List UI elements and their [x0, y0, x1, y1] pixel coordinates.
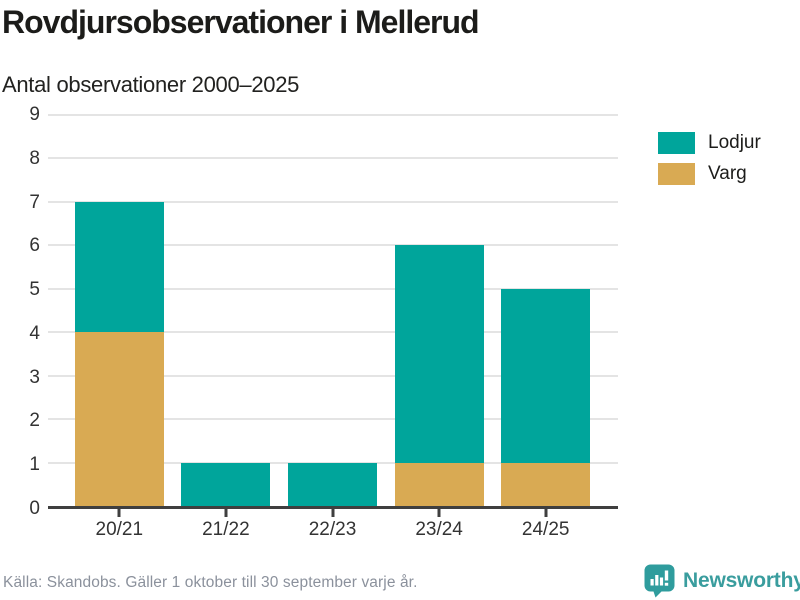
- y-tick-label: 1: [29, 454, 40, 476]
- y-tick-label: 0: [29, 498, 40, 519]
- gridline: [48, 200, 618, 203]
- page-title: Rovdjursobservationer i Mellerud: [2, 4, 480, 40]
- legend-swatch-lodjur: [658, 132, 695, 154]
- legend-item-varg: Varg: [658, 163, 761, 185]
- y-tick-label: 2: [29, 410, 40, 432]
- newsworthy-logo: Newsworthy: [644, 564, 800, 598]
- legend-item-lodjur: Lodjur: [658, 132, 761, 154]
- newsworthy-wordmark: Newsworthy: [683, 569, 800, 592]
- bar-segment-lodjur-21/22: [181, 462, 271, 506]
- y-tick-label: 9: [29, 104, 40, 125]
- legend-label: Varg: [708, 163, 747, 184]
- source-note: Källa: Skandobs. Gäller 1 oktober till 3…: [3, 574, 418, 591]
- gridline: [48, 157, 618, 160]
- bar-segment-lodjur-20/21: [74, 201, 164, 333]
- page-subtitle: Antal observationer 2000–2025: [2, 72, 300, 97]
- bars-layer: [66, 115, 599, 506]
- bar-segment-varg-24/25: [501, 462, 591, 506]
- legend-swatch-varg: [658, 163, 695, 185]
- bar-segment-varg-20/21: [74, 332, 164, 506]
- y-tick-label: 3: [29, 366, 40, 388]
- x-tick-mark: [331, 506, 334, 517]
- x-tick-label: 21/22: [202, 519, 250, 540]
- x-tick-label: 23/24: [415, 519, 463, 540]
- legend: Lodjur Varg: [658, 132, 761, 194]
- x-tick-label: 20/21: [95, 519, 144, 540]
- gridline: [48, 287, 618, 290]
- gridline: [48, 244, 618, 247]
- bar-segment-lodjur-23/24: [394, 245, 484, 463]
- x-tick-label: 24/25: [521, 519, 570, 540]
- legend-label: Lodjur: [708, 132, 761, 153]
- y-axis-labels: 0 1 2 3 4 5 6 7 8 9: [0, 104, 40, 519]
- gridline: [48, 374, 618, 377]
- y-tick-label: 5: [29, 279, 40, 301]
- bar-segment-varg-23/24: [394, 462, 484, 506]
- newsworthy-bubble-chart-icon: [644, 564, 675, 598]
- bar-segment-lodjur-22/23: [287, 462, 377, 506]
- x-tick-label: 22/23: [308, 519, 357, 540]
- y-tick-label: 6: [29, 235, 40, 257]
- x-tick-mark: [437, 506, 441, 517]
- plot-area: 20/21 21/22 22/23 23/24 24/25: [48, 114, 618, 540]
- gridline: [48, 114, 618, 116]
- bar-segment-lodjur-24/25: [501, 288, 591, 463]
- y-tick-label: 4: [29, 322, 40, 344]
- x-tick-mark: [224, 506, 228, 517]
- gridline: [48, 461, 618, 464]
- gridline: [48, 331, 618, 334]
- x-tick-mark: [544, 506, 548, 517]
- x-tick-mark: [117, 506, 121, 517]
- gridline: [48, 418, 618, 421]
- y-tick-label: 7: [29, 191, 40, 213]
- y-tick-label: 8: [29, 147, 40, 169]
